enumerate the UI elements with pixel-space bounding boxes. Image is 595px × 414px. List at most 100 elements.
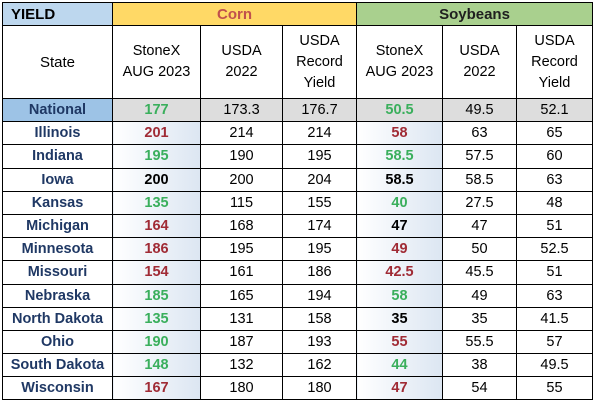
- corn-stonex-cell: 177: [112, 97, 201, 123]
- corn-record-header-line2: Record: [296, 53, 343, 70]
- corn-record-cell: 204: [282, 167, 357, 192]
- state-cell: Ohio: [2, 329, 113, 355]
- soy-stonex-cell: 40: [356, 190, 443, 215]
- corn-usda-cell: 173.3: [200, 97, 283, 123]
- corn-stonex-cell: 201: [112, 121, 201, 146]
- soy-stonex-cell: 55: [356, 329, 443, 355]
- corn-stonex-cell: 190: [112, 329, 201, 355]
- header-row-columns: State StoneX AUG 2023 USDA 2022 USDA Rec…: [2, 25, 593, 99]
- corn-stonex-cell: 154: [112, 260, 201, 285]
- table-row: Ohio 190 187 193 55 55.5 57: [2, 329, 593, 355]
- table-row: South Dakota 148 132 162 44 38 49.5: [2, 353, 593, 378]
- national-row: National 177 173.3 176.7 50.5 49.5 52.1: [2, 97, 593, 123]
- soy-usda-cell: 63: [442, 121, 517, 146]
- state-cell: Michigan: [2, 213, 113, 239]
- soy-stonex-cell: 58: [356, 283, 443, 308]
- corn-stonex-cell: 164: [112, 213, 201, 239]
- soy-stonex-cell: 58.5: [356, 144, 443, 169]
- soy-record-cell: 41.5: [516, 306, 593, 331]
- corn-record-cell: 193: [282, 329, 357, 355]
- corn-usda-cell: 132: [200, 353, 283, 378]
- soy-stonex-cell: 58: [356, 121, 443, 146]
- corn-stonex-cell: 200: [112, 167, 201, 192]
- corn-record-cell: 176.7: [282, 97, 357, 123]
- soy-stonex-cell: 49: [356, 237, 443, 262]
- table-row: Wisconsin 167 180 180 47 54 55: [2, 376, 593, 401]
- corn-stonex-cell: 167: [112, 376, 201, 401]
- corn-usda-cell: 165: [200, 283, 283, 308]
- corn-usda-cell: 180: [200, 376, 283, 401]
- soy-usda-header-line2: 2022: [463, 64, 496, 80]
- corn-record-cell: 195: [282, 237, 357, 262]
- corn-stonex-cell: 186: [112, 237, 201, 262]
- corn-usda-cell: 200: [200, 167, 283, 192]
- corn-stonex-cell: 185: [112, 283, 201, 308]
- yield-label: YIELD: [2, 2, 113, 26]
- state-cell: Wisconsin: [2, 376, 113, 401]
- soy-usda-cell: 55.5: [442, 329, 517, 355]
- soy-record-cell: 52.1: [516, 97, 593, 123]
- table-row: Illinois 201 214 214 58 63 65: [2, 121, 593, 146]
- state-cell: North Dakota: [2, 306, 113, 331]
- corn-usda-cell: 187: [200, 329, 283, 355]
- corn-record-cell: 155: [282, 190, 357, 215]
- soy-stonex-cell: 35: [356, 306, 443, 331]
- soy-record-cell: 51: [516, 213, 593, 239]
- corn-usda-cell: 195: [200, 237, 283, 262]
- corn-record-cell: 162: [282, 353, 357, 378]
- corn-record-header-line3: Yield: [303, 74, 336, 91]
- soy-record-cell: 51: [516, 260, 593, 285]
- soy-stonex-cell: 44: [356, 353, 443, 378]
- state-cell: South Dakota: [2, 353, 113, 378]
- table-row: Iowa 200 200 204 58.5 58.5 63: [2, 167, 593, 192]
- corn-record-cell: 180: [282, 376, 357, 401]
- corn-stonex-cell: 148: [112, 353, 201, 378]
- corn-usda-header-line1: USDA: [221, 43, 262, 59]
- soy-usda-header: USDA 2022: [442, 25, 517, 99]
- soy-stonex-cell: 47: [356, 213, 443, 239]
- soy-usda-cell: 58.5: [442, 167, 517, 192]
- corn-group-header: Corn: [112, 2, 357, 26]
- soy-record-cell: 52.5: [516, 237, 593, 262]
- table-row: Nebraska 185 165 194 58 49 63: [2, 283, 593, 308]
- corn-usda-cell: 190: [200, 144, 283, 169]
- soy-usda-cell: 54: [442, 376, 517, 401]
- state-cell: Kansas: [2, 190, 113, 215]
- corn-stonex-header-line1: StoneX: [132, 43, 181, 59]
- corn-record-header: USDA Record Yield: [282, 25, 357, 99]
- soy-stonex-header-line1: StoneX: [375, 43, 424, 59]
- state-cell: Nebraska: [2, 283, 113, 308]
- soy-usda-cell: 50: [442, 237, 517, 262]
- soy-usda-header-line1: USDA: [459, 43, 500, 59]
- corn-usda-header: USDA 2022: [200, 25, 283, 99]
- soy-record-header-line1: USDA: [534, 32, 575, 49]
- corn-stonex-cell: 135: [112, 190, 201, 215]
- corn-usda-cell: 131: [200, 306, 283, 331]
- soy-record-header-line3: Yield: [538, 74, 571, 91]
- corn-record-cell: 158: [282, 306, 357, 331]
- soy-usda-cell: 45.5: [442, 260, 517, 285]
- soy-stonex-header: StoneX AUG 2023: [356, 25, 443, 99]
- soy-usda-cell: 38: [442, 353, 517, 378]
- table-row: Indiana 195 190 195 58.5 57.5 60: [2, 144, 593, 169]
- soy-record-cell: 65: [516, 121, 593, 146]
- table-row: Minnesota 186 195 195 49 50 52.5: [2, 237, 593, 262]
- table-row: Kansas 135 115 155 40 27.5 48: [2, 190, 593, 215]
- state-column-header: State: [2, 25, 113, 99]
- corn-record-cell: 186: [282, 260, 357, 285]
- yield-table: YIELD Corn Soybeans State StoneX AUG 202…: [2, 2, 593, 401]
- state-cell: Missouri: [2, 260, 113, 285]
- corn-stonex-header-line2: AUG 2023: [122, 64, 191, 80]
- corn-usda-cell: 161: [200, 260, 283, 285]
- corn-usda-header-line2: 2022: [225, 64, 258, 80]
- corn-usda-cell: 214: [200, 121, 283, 146]
- soy-usda-cell: 57.5: [442, 144, 517, 169]
- soy-record-header-line2: Record: [531, 53, 578, 70]
- soy-record-cell: 49.5: [516, 353, 593, 378]
- corn-stonex-cell: 195: [112, 144, 201, 169]
- yield-table-wrapper: YIELD Corn Soybeans State StoneX AUG 202…: [2, 2, 593, 401]
- soy-record-cell: 63: [516, 283, 593, 308]
- soy-usda-cell: 49.5: [442, 97, 517, 123]
- table-row: Michigan 164 168 174 47 47 51: [2, 213, 593, 239]
- soy-usda-cell: 49: [442, 283, 517, 308]
